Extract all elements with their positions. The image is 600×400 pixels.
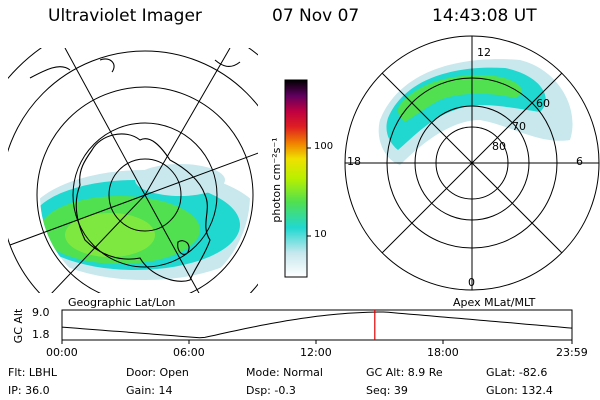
mlt-label-12: 12 [477,46,491,59]
orbit-ymax: 9.0 [32,306,50,319]
aurora-emission-right [378,59,573,165]
info-door: Door: Open [126,366,189,379]
orbit-plot-frame [61,309,573,341]
mlat-label-80: 80 [492,140,506,153]
latitude-circles [8,48,258,293]
colorbar-unit-label: photon cm⁻²s⁻¹ [270,137,283,222]
orbit-tick-1800: 18:00 [427,346,459,359]
instrument-title: Ultraviolet Imager [48,6,202,26]
colorbar-tick-100: 100 [314,141,334,152]
orbit-tick-0000: 00:00 [46,346,78,359]
info-ip: IP: 36.0 [8,384,50,397]
orbit-tick-0600: 06:00 [173,346,205,359]
orbit-x-ticks [61,340,573,344]
left-panel-title: Geographic Lat/Lon [68,296,176,309]
date-label: 07 Nov 07 [272,6,360,26]
mlt-lines [345,36,599,290]
info-gain: Gain: 14 [126,384,173,397]
info-mode: Mode: Normal [246,366,323,379]
orbit-tick-1200: 12:00 [300,346,332,359]
info-sequence: Seq: 39 [366,384,408,397]
info-glat: GLat: -82.6 [486,366,548,379]
info-gc-altitude: GC Alt: 8.9 Re [366,366,443,379]
time-label: 14:43:08 UT [432,6,537,26]
orbit-tick-2359: 23:59 [556,346,588,359]
mlt-label-18: 18 [347,155,361,168]
geographic-map [8,48,258,293]
mlat-label-70: 70 [512,120,526,133]
coastline [29,58,241,282]
colorbar-tick-10: 10 [314,229,327,240]
right-panel-title: Apex MLat/MLT [453,296,536,309]
mlt-label-6: 6 [576,155,583,168]
colorbar-ticks [307,147,311,237]
orbit-ymin: 1.8 [32,328,50,341]
mlt-label-0: 0 [468,276,475,289]
mlat-label-60: 60 [536,97,550,110]
colorbar [284,79,308,278]
magnetic-map [344,35,600,291]
orbit-ylabel: GC Alt [12,308,25,343]
info-dsp: Dsp: -0.3 [246,384,296,397]
info-filter: Flt: LBHL [8,366,57,379]
orbit-altitude-curve [61,311,573,339]
info-glon: GLon: 132.4 [486,384,553,397]
